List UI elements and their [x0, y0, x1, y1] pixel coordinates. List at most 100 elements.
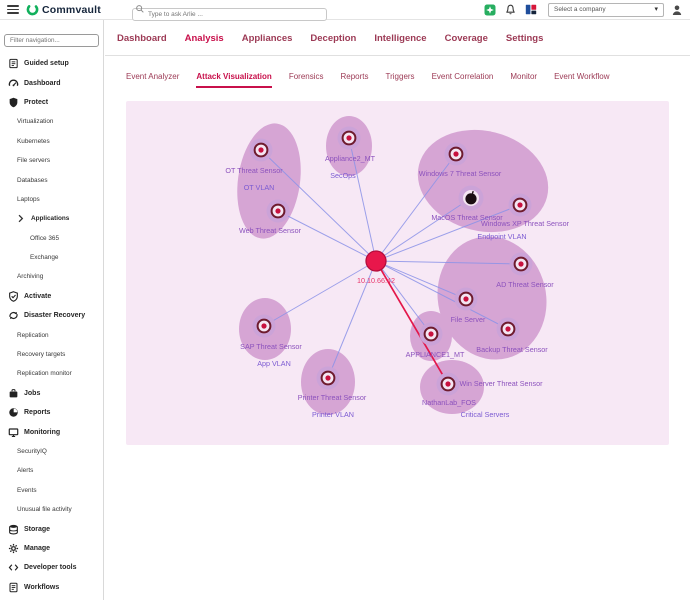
graph-label-ot-threat-sensor: OT Threat Sensor	[225, 166, 283, 175]
sidebar-item-archiving[interactable]: Archiving	[0, 267, 103, 286]
sidebar-item-recovery-targets[interactable]: Recovery targets	[0, 345, 103, 364]
sidebar-item-label: Exchange	[30, 254, 59, 262]
sidebar: Guided setup Dashboard Protect Virtualizati…	[0, 20, 104, 600]
graph-label-windows-xp-threat-sensor: Windows XP Threat Sensor	[481, 219, 570, 228]
graph-node-ot[interactable]	[249, 138, 273, 162]
attack-graph: OT Threat Sensor OT VLAN Appliance2_MT SecO…	[225, 116, 570, 419]
graph-node-backup[interactable]	[496, 317, 520, 341]
apps-grid-icon[interactable]	[525, 4, 537, 15]
graph-label-endpoint-vlan: Endpoint VLAN	[477, 232, 526, 241]
graph-edge-center-macos	[375, 197, 472, 262]
tab-analysis[interactable]: Analysis	[184, 33, 224, 44]
sidebar-item-laptops[interactable]: Laptops	[0, 190, 103, 209]
graph-label-ot-vlan: OT VLAN	[244, 183, 275, 192]
sidebar-item-workflows[interactable]: Workflows	[0, 578, 103, 597]
sidebar-item-label: Archiving	[17, 273, 44, 281]
graph-label-sap-threat-sensor: SAP Threat Sensor	[240, 342, 302, 351]
sidebar-item-unusual-file-activity[interactable]: Unusual file activity	[0, 500, 103, 519]
tab-deception[interactable]: Deception	[310, 33, 357, 44]
notifications-bell-icon[interactable]	[505, 4, 516, 16]
subtab-reports[interactable]: Reports	[340, 72, 369, 81]
subtab-triggers[interactable]: Triggers	[385, 72, 415, 81]
sidebar-item-label: Recovery targets	[17, 351, 66, 359]
sidebar-item-exchange[interactable]: Exchange	[0, 248, 103, 267]
sidebar-item-guided-setup[interactable]: Guided setup	[0, 54, 103, 73]
sidebar-item-label: Databases	[17, 176, 48, 184]
graph-node-win7[interactable]	[444, 142, 468, 166]
tab-appliances[interactable]: Appliances	[241, 33, 293, 44]
graph-label-ad-threat-sensor: AD Threat Sensor	[496, 280, 554, 289]
hamburger-menu-icon[interactable]	[7, 5, 19, 14]
tab-dashboard[interactable]: Dashboard	[117, 33, 167, 44]
sidebar-item-manage[interactable]: Manage	[0, 539, 103, 558]
graph-node-appliance2[interactable]	[337, 126, 361, 150]
chevron-right-icon	[15, 213, 26, 224]
sidebar-item-label: Developer tools	[24, 564, 77, 572]
search-icon	[136, 5, 144, 13]
graph-label-critical-servers: Critical Servers	[461, 410, 510, 419]
jobs-icon	[8, 388, 19, 399]
graph-node-appliance1[interactable]	[419, 322, 443, 346]
graph-edge-center-win7	[375, 153, 457, 262]
filter-navigation-input[interactable]	[4, 34, 99, 47]
graph-node-winxp[interactable]	[508, 193, 532, 217]
sidebar-item-label: Replication monitor	[17, 370, 72, 378]
sidebar-item-file-servers[interactable]: File servers	[0, 151, 103, 170]
sidebar-item-alerts[interactable]: Alerts	[0, 461, 103, 480]
sidebar-item-securityiq[interactable]: SecurityIQ	[0, 442, 103, 461]
graph-edge-center-backup	[375, 260, 509, 330]
sidebar-item-kubernetes[interactable]: Kubernetes	[0, 132, 103, 151]
sidebar-item-label: Activate	[24, 292, 52, 300]
graph-label-win-server-threat-sensor: Win Server Threat Sensor	[460, 379, 544, 388]
tab-settings[interactable]: Settings	[505, 33, 544, 44]
sidebar-item-monitoring[interactable]: Monitoring	[0, 422, 103, 441]
graph-label-web-threat-sensor: Web Threat Sensor	[239, 226, 302, 235]
sidebar-item-developer-tools[interactable]: Developer tools	[0, 558, 103, 577]
sidebar-item-label: Jobs	[24, 389, 41, 397]
subtab-monitor[interactable]: Monitor	[510, 72, 538, 81]
subtab-forensics[interactable]: Forensics	[288, 72, 324, 81]
graph-node-file[interactable]	[454, 287, 478, 311]
search-box	[131, 3, 327, 21]
user-avatar-icon[interactable]	[671, 4, 683, 16]
search-input[interactable]	[131, 8, 327, 21]
sidebar-item-reports[interactable]: Reports	[0, 403, 103, 422]
graph-node-macos[interactable]	[458, 185, 484, 211]
sidebar-item-office-365[interactable]: Office 365	[0, 229, 103, 248]
graph-node-ad[interactable]	[509, 252, 533, 276]
sidebar-item-label: Reports	[24, 409, 51, 417]
sidebar-item-replication[interactable]: Replication	[0, 325, 103, 344]
logo-text: Commvault	[42, 3, 101, 16]
company-select[interactable]: Select a company ▾	[548, 2, 664, 17]
sidebar-item-label: File servers	[17, 157, 51, 165]
sidebar-item-protect[interactable]: Protect	[0, 93, 103, 112]
subtab-event-analyzer[interactable]: Event Analyzer	[126, 72, 180, 81]
graph-node-sap[interactable]	[252, 314, 276, 338]
graph-node-center[interactable]	[365, 250, 387, 272]
graph-node-winserver[interactable]	[436, 372, 460, 396]
tab-intelligence[interactable]: Intelligence	[374, 33, 427, 44]
sidebar-item-jobs[interactable]: Jobs	[0, 384, 103, 403]
sidebar-item-storage[interactable]: Storage	[0, 519, 103, 538]
arlie-assistant-icon[interactable]	[484, 4, 496, 16]
graph-node-printer[interactable]	[316, 366, 340, 390]
sidebar-item-activate[interactable]: Activate	[0, 287, 103, 306]
subtab-attack-visualization[interactable]: Attack Visualization	[196, 72, 272, 88]
sidebar-item-events[interactable]: Events	[0, 481, 103, 500]
sidebar-item-label: Alerts	[17, 467, 34, 475]
graph-label-backup-threat-sensor: Backup Threat Sensor	[476, 345, 548, 354]
sidebar-item-virtualization[interactable]: Virtualization	[0, 112, 103, 131]
sidebar-item-label: Manage	[24, 544, 51, 552]
sidebar-item-dashboard[interactable]: Dashboard	[0, 73, 103, 92]
sidebar-item-disaster-recovery[interactable]: Disaster Recovery	[0, 306, 103, 325]
sidebar-item-databases[interactable]: Databases	[0, 170, 103, 189]
sidebar-item-replication-monitor[interactable]: Replication monitor	[0, 364, 103, 383]
subtab-event-workflow[interactable]: Event Workflow	[554, 72, 610, 81]
sidebar-item-label: Replication	[17, 331, 49, 339]
sidebar-item-label: Workflows	[24, 583, 60, 591]
graph-label-macos-threat-sensor: MacOS Threat Sensor	[431, 213, 503, 222]
graph-node-web[interactable]	[266, 199, 290, 223]
tab-coverage[interactable]: Coverage	[444, 33, 488, 44]
subtab-event-correlation[interactable]: Event Correlation	[431, 72, 494, 81]
sidebar-item-applications[interactable]: Applications	[0, 209, 103, 228]
